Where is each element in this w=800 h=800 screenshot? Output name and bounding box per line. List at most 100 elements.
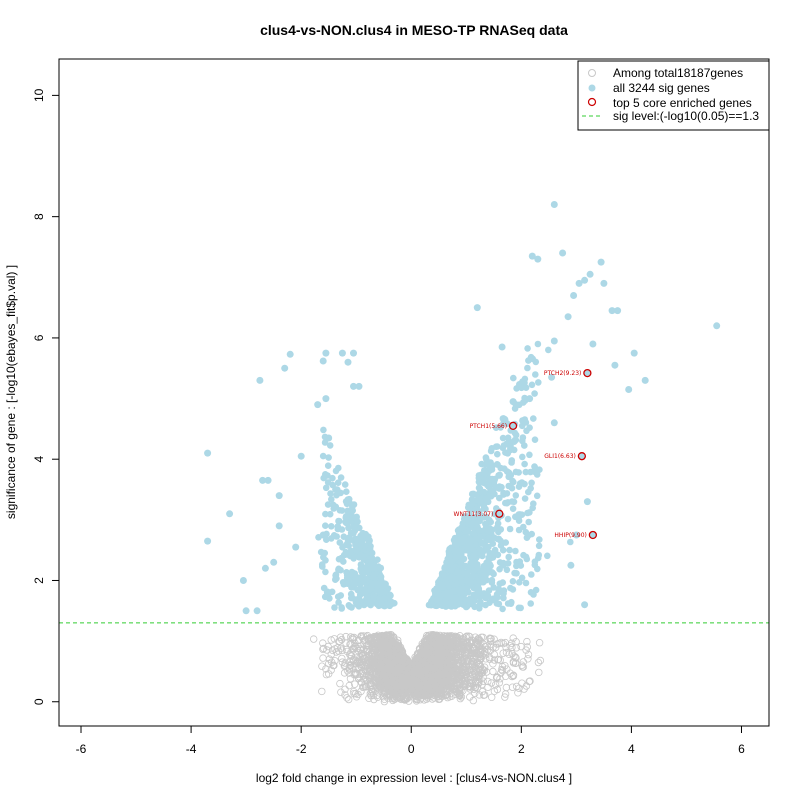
nonsig-point	[489, 660, 497, 668]
sig-point	[499, 434, 507, 442]
sig-point	[484, 592, 492, 600]
sig-point	[340, 558, 347, 565]
nonsig-point	[512, 644, 521, 652]
nonsig-point	[362, 682, 370, 690]
nonsig-point	[440, 683, 448, 691]
sig-point	[333, 486, 341, 493]
nonsig-point	[453, 670, 461, 678]
nonsig-point	[440, 684, 449, 692]
nonsig-point	[418, 673, 426, 681]
nonsig-point	[403, 679, 411, 688]
sig-point	[529, 355, 536, 363]
nonsig-point	[390, 672, 398, 681]
nonsig-point	[375, 663, 383, 672]
nonsig-point	[391, 662, 399, 670]
nonsig-point	[463, 642, 472, 650]
nonsig-point	[456, 694, 464, 703]
nonsig-point	[369, 684, 377, 692]
nonsig-point	[382, 684, 390, 693]
nonsig-point	[427, 654, 435, 662]
sig-point	[328, 496, 335, 503]
nonsig-point	[327, 666, 335, 674]
nonsig-point	[437, 655, 445, 663]
sig-point	[328, 588, 336, 596]
nonsig-point	[454, 661, 463, 669]
sig-point	[328, 523, 335, 530]
nonsig-point	[351, 680, 359, 688]
sig-point	[509, 578, 517, 585]
nonsig-point	[319, 645, 327, 653]
sig-point	[445, 550, 453, 558]
nonsig-point	[400, 694, 408, 702]
nonsig-point	[534, 658, 543, 667]
nonsig-point	[503, 665, 511, 673]
sig-point	[483, 545, 490, 553]
nonsig-point	[453, 668, 461, 676]
nonsig-point	[454, 689, 462, 698]
nonsig-point	[417, 678, 426, 686]
nonsig-point	[345, 681, 353, 690]
sig-point	[536, 536, 543, 543]
nonsig-point	[518, 661, 526, 669]
nonsig-point	[417, 689, 425, 697]
nonsig-point	[535, 639, 544, 647]
nonsig-point	[359, 683, 367, 691]
nonsig-point	[393, 641, 401, 649]
nonsig-point	[359, 634, 367, 642]
nonsig-point	[328, 658, 336, 666]
nonsig-point	[365, 694, 373, 702]
sig-point	[326, 510, 334, 518]
nonsig-point	[434, 646, 442, 654]
nonsig-point	[486, 655, 494, 663]
sig-point	[527, 485, 534, 492]
nonsig-point	[470, 644, 478, 652]
sig-point	[486, 464, 494, 471]
sig-point	[535, 379, 542, 386]
nonsig-point	[471, 678, 480, 686]
sig-point	[528, 381, 536, 389]
sig-point	[521, 442, 528, 449]
sig-point	[502, 539, 510, 546]
sig-point	[319, 563, 326, 570]
nonsig-point	[505, 650, 513, 658]
sig-point	[330, 532, 338, 539]
nonsig-point	[338, 646, 346, 654]
nonsig-point	[455, 656, 463, 664]
sig-point	[339, 544, 346, 551]
nonsig-point	[370, 695, 378, 704]
nonsig-point	[345, 695, 353, 704]
nonsig-point	[387, 656, 395, 664]
nonsig-point	[346, 664, 354, 672]
nonsig-point	[355, 656, 364, 664]
nonsig-point	[421, 689, 430, 697]
nonsig-point	[347, 633, 355, 641]
nonsig-point	[443, 666, 451, 675]
sig-point	[348, 604, 355, 611]
nonsig-point	[488, 693, 496, 701]
sig-point	[520, 551, 527, 559]
sig-point	[507, 584, 514, 592]
nonsig-point	[352, 690, 360, 698]
nonsig-point	[471, 689, 479, 697]
nonsig-point	[502, 683, 511, 692]
nonsig-point	[338, 635, 346, 644]
nonsig-point	[365, 655, 373, 663]
nonsig-point	[413, 689, 422, 697]
nonsig-point	[310, 635, 318, 643]
sig-point	[531, 390, 538, 397]
nonsig-point	[469, 696, 477, 705]
nonsig-point	[496, 656, 504, 664]
sig-point	[319, 452, 327, 460]
nonsig-point	[432, 672, 440, 680]
nonsig-point	[426, 636, 434, 644]
sig-point	[320, 426, 327, 434]
nonsig-point	[497, 638, 505, 647]
nonsig-point	[401, 662, 409, 671]
sig-point	[525, 532, 532, 539]
sig-point	[496, 471, 504, 479]
sig-point	[504, 515, 512, 523]
nonsig-point	[454, 659, 463, 667]
sig-point	[496, 580, 504, 587]
sig-point	[567, 538, 574, 546]
nonsig-point	[441, 650, 449, 658]
